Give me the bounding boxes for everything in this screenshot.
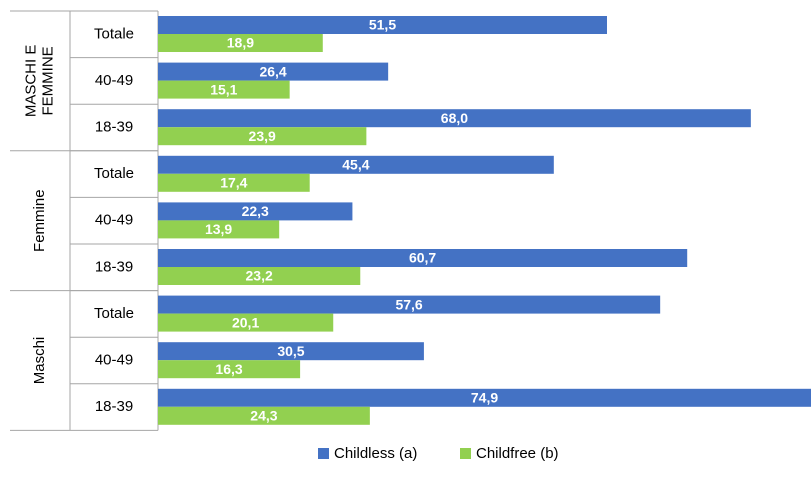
- category-label: 18-39: [95, 258, 133, 275]
- bar-childless: [158, 155, 554, 174]
- bar-childfree: [158, 80, 290, 99]
- data-label-childfree: 23,2: [246, 268, 273, 284]
- bar-childless: [158, 388, 811, 407]
- legend-swatch-childless: [318, 448, 329, 459]
- bar-childfree: [158, 313, 334, 332]
- bar-childless: [158, 342, 424, 361]
- bar-childless: [158, 249, 688, 267]
- group-label: MASCHI E: [22, 45, 39, 118]
- category-label: 40-49: [95, 351, 133, 368]
- bar-childfree: [158, 173, 310, 192]
- data-label-childless: 60,7: [409, 250, 436, 266]
- category-label: Totale: [94, 25, 134, 42]
- data-label-childfree: 24,3: [250, 408, 277, 424]
- group-label: Maschi: [31, 337, 48, 385]
- category-label: 18-39: [95, 118, 133, 135]
- bar-childless: [158, 295, 661, 314]
- data-label-childless: 45,4: [342, 157, 369, 173]
- data-label-childfree: 16,3: [215, 361, 242, 377]
- bar-childless: [158, 109, 751, 128]
- data-label-childless: 74,9: [471, 390, 498, 406]
- data-label-childless: 22,3: [242, 203, 269, 219]
- data-label-childfree: 20,1: [232, 314, 259, 330]
- category-label: Totale: [94, 165, 134, 182]
- data-label-childless: 26,4: [259, 63, 286, 79]
- bar-childfree: [158, 127, 367, 146]
- category-label: 40-49: [95, 212, 133, 229]
- data-label-childless: 51,5: [369, 17, 396, 33]
- bar-childless: [158, 202, 353, 221]
- data-label-childless: 68,0: [441, 110, 468, 126]
- category-label: 40-49: [95, 72, 133, 89]
- bar-childless: [158, 16, 607, 34]
- bar-childfree: [158, 220, 280, 239]
- group-label: FEMMINE: [39, 46, 56, 115]
- data-label-childless: 57,6: [395, 296, 422, 312]
- legend-swatch-childfree: [460, 448, 471, 459]
- bar-childfree: [158, 267, 361, 285]
- bar-childfree: [158, 360, 301, 379]
- category-label: 18-39: [95, 398, 133, 415]
- group-label: Femmine: [31, 189, 48, 252]
- legend-label-childless: Childless (a): [334, 445, 417, 462]
- data-label-childfree: 15,1: [210, 81, 237, 97]
- data-label-childfree: 18,9: [227, 35, 254, 51]
- data-label-childless: 30,5: [277, 343, 304, 359]
- bar-childless: [158, 62, 389, 81]
- category-label: Totale: [94, 305, 134, 322]
- bar-childfree: [158, 406, 370, 425]
- bar-childfree: [158, 34, 323, 52]
- data-label-childfree: 13,9: [205, 221, 232, 237]
- data-label-childfree: 23,9: [249, 128, 276, 144]
- legend-label-childfree: Childfree (b): [476, 445, 559, 462]
- data-label-childfree: 17,4: [220, 175, 247, 191]
